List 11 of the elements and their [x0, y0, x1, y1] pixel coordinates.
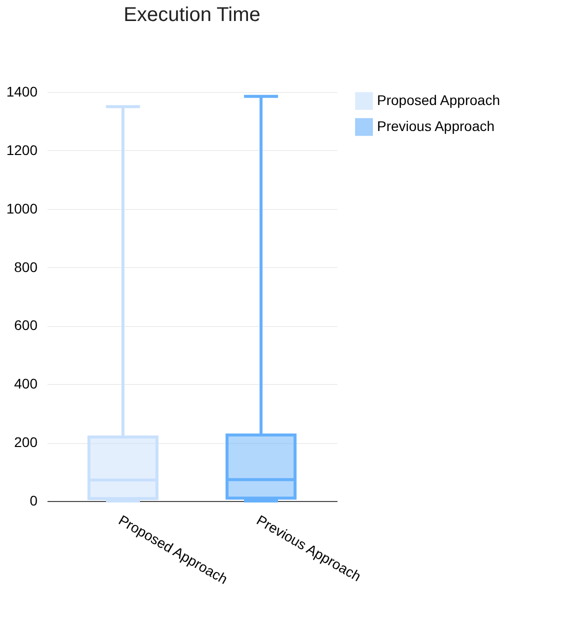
y-tick-label: 1000 [6, 200, 38, 216]
y-tick-label: 600 [14, 317, 38, 334]
y-tick-label: 800 [14, 258, 38, 275]
y-tick-label: 1400 [6, 84, 38, 100]
y-tick-label: 400 [14, 376, 38, 392]
y-tick-label: 0 [30, 492, 38, 508]
chart-title: Execution Time [124, 4, 260, 26]
y-tick-label: 200 [14, 434, 38, 450]
legend-label: Previous Approach [377, 118, 495, 134]
legend-label: Proposed Approach [377, 92, 500, 108]
y-tick-label: 1200 [6, 142, 38, 158]
